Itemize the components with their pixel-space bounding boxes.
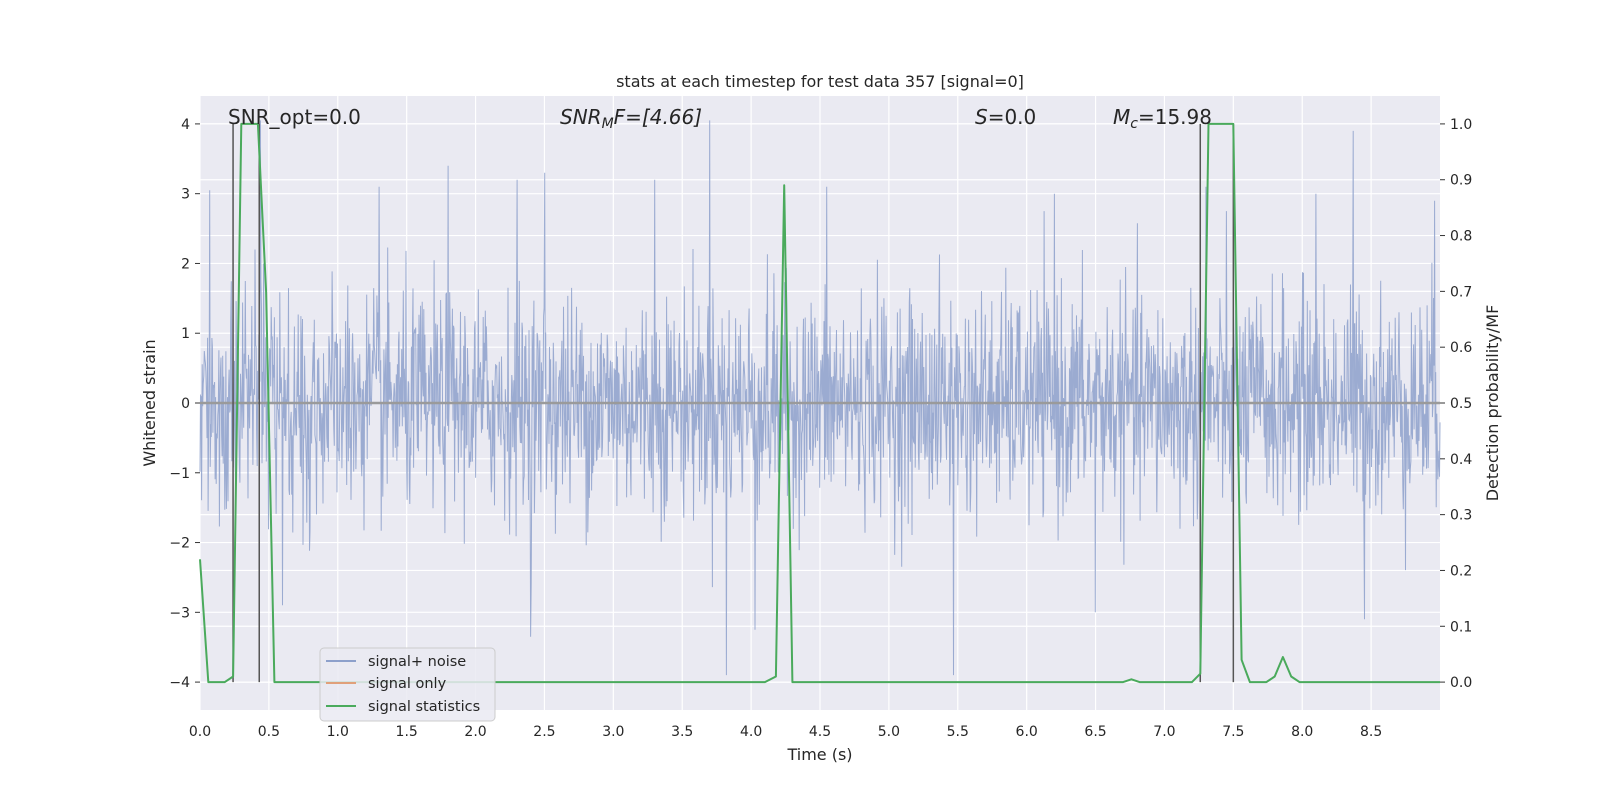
x-axis-ticks: 0.0 0.5 1.0 1.5 2.0 2.5 3.0 3.5 4.0 4.5 5.0 5.5 6.0 6…	[189, 724, 1382, 740]
x-axis-title: Time (s)	[786, 745, 852, 764]
x-tick-label: 2.5	[533, 724, 555, 740]
y2-tick-label: 0.8	[1450, 229, 1472, 245]
y2-tick-label: 1.0	[1450, 117, 1472, 133]
y-axis-title: Whitened strain	[140, 339, 159, 466]
x-tick-label: 0.0	[189, 724, 211, 740]
legend-label-statistics: signal statistics	[368, 699, 480, 715]
x-tick-label: 4.5	[809, 724, 831, 740]
y2-tick-label: 0.6	[1450, 340, 1472, 356]
x-tick-label: 2.0	[464, 724, 486, 740]
legend-box	[319, 647, 496, 722]
y-tick-label: −1	[169, 466, 190, 482]
chart-title: stats at each timestep for test data 357…	[616, 72, 1024, 91]
x-tick-label: 3.0	[602, 724, 624, 740]
y2-tick-label: 0.0	[1450, 675, 1472, 691]
vertical-markers	[232, 123, 1235, 683]
annotation-s: S=0.0	[975, 105, 1036, 129]
y-axis-ticks: 4 3 2 1 0 −1 −2 −3 −4	[169, 117, 200, 691]
x-tick-label: 5.5	[947, 724, 969, 740]
annotation-snr-opt: SNR_opt=0.0	[228, 105, 361, 129]
y2-axis-ticks: 1.0 0.9 0.8 0.7 0.6 0.5 0.4 0.3 0.2 0.1 0.0	[1440, 117, 1472, 691]
x-tick-label: 1.5	[396, 724, 418, 740]
y2-tick-label: 0.9	[1450, 173, 1472, 189]
legend-label-noise: signal+ noise	[368, 654, 466, 670]
x-tick-label: 8.5	[1360, 724, 1382, 740]
y-tick-label: −2	[169, 536, 190, 552]
x-tick-label: 0.5	[258, 724, 280, 740]
statistics-line	[199, 122, 1440, 684]
y-tick-label: 4	[181, 117, 190, 133]
legend: signal+ noise signal only signal statist…	[319, 647, 496, 722]
legend-label-signal-only: signal only	[368, 676, 447, 692]
y2-tick-label: 0.5	[1450, 396, 1472, 412]
annotation-snr-mf: SNRMF=[4.66]	[560, 105, 702, 132]
x-tick-label: 4.0	[740, 724, 762, 740]
x-tick-label: 5.0	[878, 724, 900, 740]
x-tick-label: 7.5	[1222, 724, 1244, 740]
annotation-mc: Mc=15.98	[1113, 105, 1212, 132]
x-tick-label: 1.0	[327, 724, 349, 740]
y2-tick-label: 0.2	[1450, 563, 1472, 579]
x-tick-label: 6.0	[1016, 724, 1038, 740]
y2-tick-label: 0.1	[1450, 619, 1472, 635]
y-tick-label: 2	[181, 256, 190, 272]
y2-axis-title: Detection probability/MF	[1483, 305, 1502, 502]
x-tick-label: 3.5	[671, 724, 693, 740]
y-tick-label: −4	[169, 675, 190, 691]
y-tick-label: 0	[181, 396, 190, 412]
y2-tick-label: 0.4	[1450, 452, 1472, 468]
x-tick-label: 8.0	[1291, 724, 1313, 740]
y-tick-label: 1	[181, 326, 190, 342]
signal-statistics-series	[199, 122, 1440, 684]
y-tick-label: −3	[169, 605, 190, 621]
y2-tick-label: 0.3	[1450, 508, 1472, 524]
x-tick-label: 6.5	[1084, 724, 1106, 740]
x-tick-label: 7.0	[1153, 724, 1175, 740]
y-tick-label: 3	[181, 187, 190, 203]
y2-tick-label: 0.7	[1450, 284, 1472, 300]
